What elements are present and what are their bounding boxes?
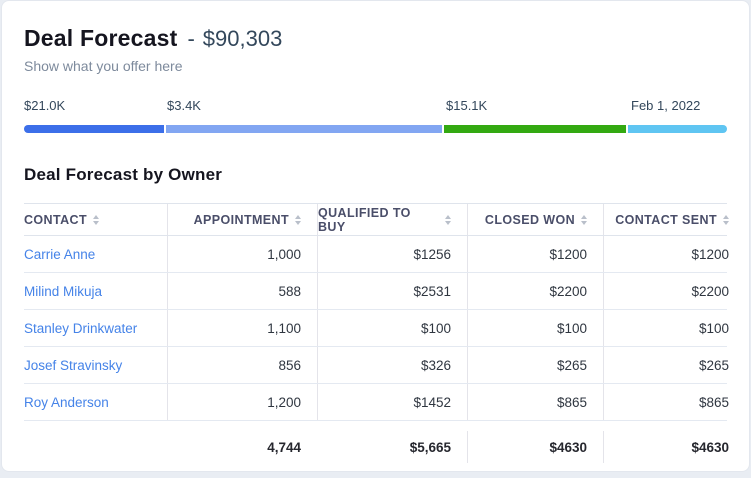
table-row: Roy Anderson 1,200 $1452 $865 $865: [24, 384, 729, 421]
closed-won-cell: $865: [467, 384, 603, 420]
sort-icon[interactable]: [723, 214, 729, 225]
column-header-contact-sent[interactable]: CONTACT SENT: [603, 204, 729, 235]
column-header-closed-won[interactable]: CLOSED WON: [467, 204, 603, 235]
table-row: Milind Mikuja 588 $2531 $2200 $2200: [24, 273, 729, 310]
title-separator: -: [187, 26, 195, 51]
sort-icon[interactable]: [581, 214, 587, 225]
contact-link[interactable]: Milind Mikuja: [24, 283, 103, 299]
closed-won-cell: $265: [467, 347, 603, 383]
totals-closed-won: $4630: [467, 431, 603, 463]
contact-link[interactable]: Roy Anderson: [24, 394, 109, 410]
column-header-label: QUALIFIED TO BUY: [318, 205, 411, 234]
qualified-cell: $2531: [317, 273, 467, 309]
segment-label-closed-won: $15.1K: [446, 98, 488, 113]
closed-won-cell: $1200: [467, 236, 603, 272]
contact-sent-cell: $2200: [603, 273, 729, 309]
segment-label-qualified: $3.4K: [167, 98, 201, 113]
column-header-appointment[interactable]: APPOINTMENT: [167, 204, 317, 235]
progress-segment-2[interactable]: [166, 125, 443, 133]
contact-link[interactable]: Stanley Drinkwater: [24, 320, 138, 336]
card-header: Deal Forecast - $90,303: [24, 25, 727, 52]
progress-segment-1[interactable]: [24, 125, 165, 133]
table-row: Stanley Drinkwater 1,100 $100 $100 $100: [24, 310, 729, 347]
column-header-label: CONTACT SENT: [615, 212, 717, 227]
contact-link[interactable]: Josef Stravinsky: [24, 357, 123, 373]
appointment-cell: 1,000: [167, 236, 317, 272]
closed-won-cell: $100: [467, 310, 603, 346]
appointment-cell: 856: [167, 347, 317, 383]
column-header-label: CONTACT: [24, 212, 87, 227]
totals-empty-cell: [24, 431, 167, 463]
appointment-cell: 588: [167, 273, 317, 309]
forecast-progress: $21.0K $3.4K $15.1K Feb 1, 2022: [24, 98, 727, 133]
contact-cell: Carrie Anne: [24, 236, 167, 272]
sort-icon[interactable]: [295, 214, 301, 225]
totals-contact-sent: $4630: [603, 431, 729, 463]
segment-label-appointment: $21.0K: [24, 98, 66, 113]
table-row: Carrie Anne 1,000 $1256 $1200 $1200: [24, 236, 729, 273]
qualified-cell: $100: [317, 310, 467, 346]
contact-cell: Josef Stravinsky: [24, 347, 167, 383]
column-header-label: APPOINTMENT: [193, 212, 289, 227]
appointment-cell: 1,100: [167, 310, 317, 346]
table-row: Josef Stravinsky 856 $326 $265 $265: [24, 347, 729, 384]
column-header-label: CLOSED WON: [484, 212, 575, 227]
qualified-cell: $1256: [317, 236, 467, 272]
contact-cell: Milind Mikuja: [24, 273, 167, 309]
column-header-qualified-to-buy[interactable]: QUALIFIED TO BUY: [317, 204, 467, 235]
sort-icon[interactable]: [92, 214, 99, 225]
contact-cell: Stanley Drinkwater: [24, 310, 167, 346]
progress-segment-4[interactable]: [628, 125, 727, 133]
table-header-row: CONTACT APPOINTMENT QUALIFIED TO BUY CLO…: [24, 203, 729, 236]
sort-icon[interactable]: [445, 214, 451, 225]
closed-won-cell: $2200: [467, 273, 603, 309]
progress-bar: [24, 125, 727, 133]
contact-sent-cell: $100: [603, 310, 729, 346]
appointment-cell: 1,200: [167, 384, 317, 420]
contact-link[interactable]: Carrie Anne: [24, 246, 96, 262]
segment-label-date: Feb 1, 2022: [631, 98, 701, 113]
contact-sent-cell: $265: [603, 347, 729, 383]
contact-sent-cell: $865: [603, 384, 729, 420]
qualified-cell: $326: [317, 347, 467, 383]
contact-cell: Roy Anderson: [24, 384, 167, 420]
totals-qualified: $5,665: [409, 439, 451, 455]
column-header-contact[interactable]: CONTACT: [24, 204, 167, 235]
progress-segment-3[interactable]: [444, 125, 627, 133]
table-title: Deal Forecast by Owner: [24, 165, 223, 184]
page-title: Deal Forecast: [24, 25, 178, 51]
qualified-cell: $1452: [317, 384, 467, 420]
totals-appointment: 4,744: [267, 439, 301, 455]
forecast-total-amount: $90,303: [202, 26, 283, 51]
card-subtitle: Show what you offer here: [24, 58, 183, 74]
contact-sent-cell: $1200: [603, 236, 729, 272]
progress-labels: $21.0K $3.4K $15.1K Feb 1, 2022: [24, 98, 727, 116]
table-totals-row: 4,744 $5,665 $4630 $4630: [24, 421, 729, 463]
